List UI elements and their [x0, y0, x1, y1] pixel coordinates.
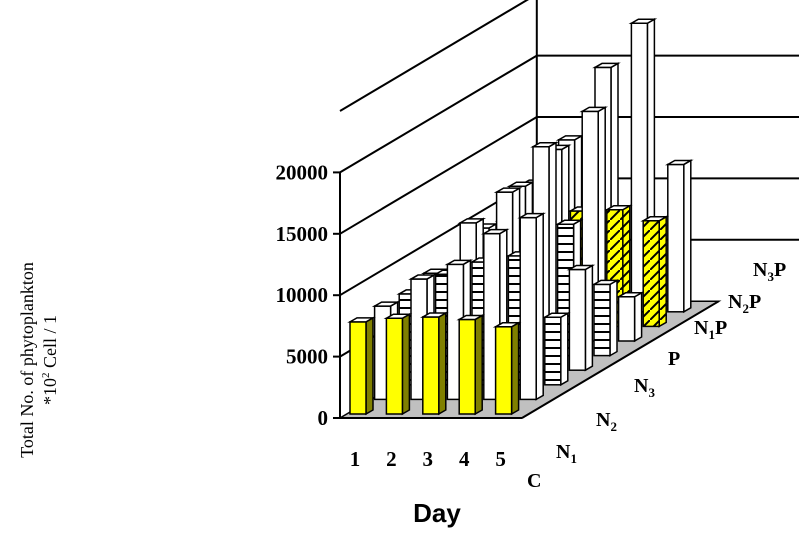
series-label-N1: N1 — [556, 441, 577, 466]
bar-C-day-2 — [383, 312, 413, 416]
series-label-N3P: N3P — [753, 259, 786, 284]
bar-N1-day-5 — [517, 212, 547, 401]
series-label-N1P: N1P — [694, 317, 727, 342]
bar-N3-day-5 — [566, 264, 596, 372]
series-label-N3: N3 — [634, 375, 655, 400]
y-tick-label: 15000 — [276, 222, 329, 246]
gridline-side — [339, 0, 529, 112]
x-axis-title: Day — [413, 498, 461, 528]
depth-axis-line — [521, 300, 720, 419]
series-label-N2: N2 — [596, 409, 617, 434]
bar-N2-day-5 — [541, 311, 571, 387]
x-tick-label: 1 — [350, 447, 361, 471]
y-axis-title-line2: *102 Cell / 1 — [40, 315, 60, 405]
y-tick-label: 5000 — [286, 345, 328, 369]
x-tick-labels: 1 2 3 4 5 — [350, 447, 506, 471]
gridline-side — [339, 54, 538, 174]
y-axis: 0 5000 10000 15000 20000 — [276, 160, 340, 430]
y-axis-title-line2-tail: Cell / 1 — [40, 315, 60, 373]
bar-P-day-5 — [591, 279, 620, 357]
gridline-side — [339, 116, 538, 235]
bar-C-day-3 — [419, 311, 449, 416]
y-tick-label: 20000 — [276, 160, 329, 184]
bar-N3P-day-5 — [664, 159, 694, 314]
x-tick-label: 2 — [386, 447, 397, 471]
bar-C-day-5 — [492, 321, 522, 416]
x-tick-label: 4 — [459, 447, 470, 471]
x-tick-label: 5 — [495, 447, 506, 471]
y-tick-label: 0 — [318, 406, 329, 430]
bar-N2P-day-5 — [640, 215, 670, 328]
y-axis-title: Total No. of phytoplankton — [17, 262, 37, 458]
x-tick-label: 3 — [423, 447, 434, 471]
series-label-N2P: N2P — [728, 291, 761, 316]
bar-C-day-1 — [347, 316, 376, 416]
series-label-C: C — [527, 470, 541, 492]
y-axis-title-line2-sup: 2 — [40, 373, 52, 379]
bar-C-day-4 — [456, 314, 486, 416]
bars — [347, 17, 694, 416]
y-axis-title-line2-base: *10 — [40, 378, 60, 405]
series-label-P: P — [668, 348, 680, 370]
y-tick-label: 10000 — [276, 283, 329, 307]
bar-N1P-day-5 — [615, 291, 645, 343]
